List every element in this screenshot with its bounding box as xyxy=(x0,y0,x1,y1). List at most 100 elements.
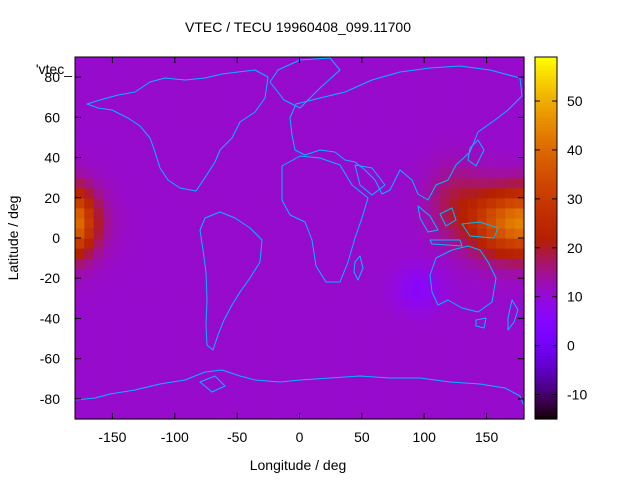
heatmap-cell xyxy=(308,167,319,179)
heatmap-cell xyxy=(112,117,123,128)
heatmap-cell xyxy=(299,217,310,229)
heatmap-cell xyxy=(299,87,310,98)
heatmap-cell xyxy=(458,137,469,149)
heatmap-cell xyxy=(374,368,385,380)
heatmap-cell xyxy=(131,308,142,320)
heatmap-cell xyxy=(149,318,160,330)
heatmap-cell xyxy=(495,368,506,380)
heatmap-cell xyxy=(364,388,375,400)
heatmap-cell xyxy=(93,258,104,269)
heatmap-cell xyxy=(336,328,347,340)
heatmap-cell xyxy=(318,177,329,189)
heatmap-cell xyxy=(159,77,170,88)
heatmap-cell xyxy=(140,408,151,420)
heatmap-cell xyxy=(336,408,347,420)
heatmap-cell xyxy=(234,97,244,108)
heatmap-cell xyxy=(477,77,488,88)
heatmap-cell xyxy=(290,278,301,289)
heatmap-cell xyxy=(140,227,151,239)
heatmap-cell xyxy=(355,368,366,380)
heatmap-cell xyxy=(308,408,319,420)
heatmap-cell xyxy=(187,348,198,360)
heatmap-cell xyxy=(327,368,338,380)
heatmap-cell xyxy=(121,368,132,380)
heatmap-cell xyxy=(402,308,413,320)
heatmap-cell xyxy=(290,197,301,209)
heatmap-cell xyxy=(430,378,441,390)
heatmap-cell xyxy=(467,57,478,68)
heatmap-cell xyxy=(103,167,114,179)
heatmap-cell xyxy=(121,358,132,370)
heatmap-cell xyxy=(75,278,85,289)
heatmap-cell xyxy=(486,358,497,370)
heatmap-cell xyxy=(299,97,310,108)
heatmap-cell xyxy=(271,358,282,370)
heatmap-cell xyxy=(224,298,235,309)
heatmap-cell xyxy=(262,167,273,179)
heatmap-cell xyxy=(383,328,394,340)
heatmap-cell xyxy=(439,97,450,108)
heatmap-cell xyxy=(168,197,179,209)
heatmap-cell xyxy=(411,308,422,320)
x-tick-label: -50 xyxy=(227,429,247,445)
heatmap-cell xyxy=(355,137,366,149)
heatmap-cell xyxy=(458,388,469,400)
heatmap-cell xyxy=(140,167,151,179)
heatmap-cell xyxy=(355,338,366,350)
heatmap-cell xyxy=(467,258,478,269)
heatmap-cell xyxy=(514,77,525,88)
heatmap-cell xyxy=(505,408,516,420)
heatmap-cell xyxy=(402,388,413,400)
colorbar xyxy=(535,57,557,420)
heatmap-cell xyxy=(355,308,366,320)
colorbar-segment xyxy=(535,298,557,302)
heatmap-cell xyxy=(243,258,254,269)
heatmap-cell xyxy=(393,207,403,219)
colorbar-segment xyxy=(535,325,557,330)
heatmap-cell xyxy=(299,177,310,189)
heatmap-cell xyxy=(280,137,291,149)
heatmap-cell xyxy=(318,67,329,78)
heatmap-cell xyxy=(477,238,488,249)
colorbar-segment xyxy=(535,120,557,124)
heatmap-cell xyxy=(215,57,226,68)
heatmap-cell xyxy=(271,388,282,400)
heatmap-cell xyxy=(159,258,170,269)
heatmap-cell xyxy=(439,227,450,239)
heatmap-cell xyxy=(505,268,516,279)
heatmap-cell xyxy=(467,348,478,360)
heatmap-cell xyxy=(364,318,375,330)
heatmap-cell xyxy=(439,398,450,410)
heatmap-cell xyxy=(383,227,394,239)
heatmap-cell xyxy=(290,358,301,370)
heatmap-cell xyxy=(430,298,441,309)
heatmap-cell xyxy=(205,268,216,279)
heatmap-cell xyxy=(402,338,413,350)
heatmap-cell xyxy=(84,87,95,98)
heatmap-cell xyxy=(308,217,319,229)
heatmap-cell xyxy=(449,388,460,400)
colorbar-segment xyxy=(535,304,557,308)
heatmap-cell xyxy=(308,238,319,249)
heatmap-cell xyxy=(103,278,114,289)
heatmap-cell xyxy=(346,328,357,340)
colorbar-segment xyxy=(535,241,557,245)
heatmap-cell xyxy=(112,388,123,400)
heatmap-cell xyxy=(355,167,366,179)
heatmap-cell xyxy=(505,248,516,259)
heatmap-cell xyxy=(84,348,95,360)
heatmap-cell xyxy=(449,147,460,159)
heatmap-cell xyxy=(196,368,207,380)
heatmap-cell xyxy=(252,388,263,400)
heatmap-cell xyxy=(75,318,85,330)
heatmap-cell xyxy=(243,248,254,259)
heatmap-cell xyxy=(177,308,188,320)
heatmap-cell xyxy=(84,388,95,400)
colorbar-segment xyxy=(535,213,557,218)
heatmap-cell xyxy=(355,248,366,259)
heatmap-cell xyxy=(318,137,329,149)
heatmap-cell xyxy=(449,137,460,149)
heatmap-cell xyxy=(383,147,394,159)
heatmap-cell xyxy=(84,238,95,249)
heatmap-cell xyxy=(505,97,516,108)
